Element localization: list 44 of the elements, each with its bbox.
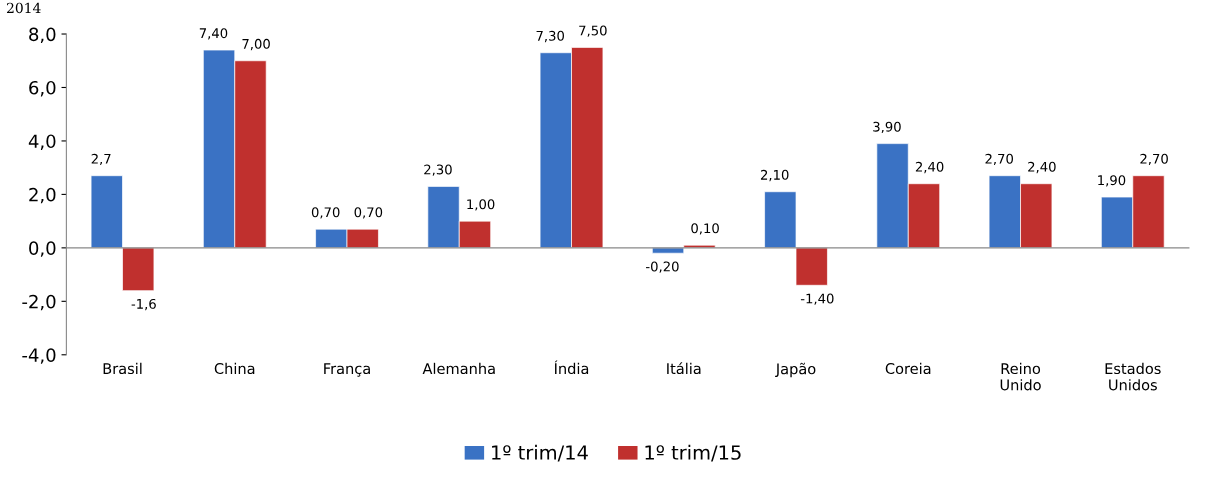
x-tick-label: Alemanha bbox=[422, 362, 495, 375]
legend-label: 1º trim/14 bbox=[492, 444, 588, 462]
x-tick-label: China bbox=[214, 362, 255, 375]
x-tick-label: França bbox=[324, 363, 370, 377]
text: 2014 bbox=[6, 2, 41, 14]
data-label: 3,90 bbox=[873, 121, 901, 134]
data-label: -0,20 bbox=[646, 261, 679, 273]
data-label: 7,30 bbox=[536, 30, 564, 43]
y-tick-label: 8,0 bbox=[29, 27, 56, 43]
data-label: 2,40 bbox=[915, 161, 944, 174]
y-tick-label: 6,0 bbox=[29, 80, 56, 97]
y-tick-label: 0,0 bbox=[29, 241, 56, 257]
x-tick-label: Itália bbox=[667, 362, 701, 375]
y-tick-label: -4,0 bbox=[22, 348, 56, 364]
x-tick-label: Estados Unidos bbox=[1105, 362, 1161, 391]
data-label: 0,70 bbox=[311, 207, 340, 219]
data-label: 7,50 bbox=[579, 25, 607, 37]
data-label: 2,40 bbox=[1028, 161, 1056, 174]
bar bbox=[122, 247, 155, 291]
x-tick-label: Coreia bbox=[885, 362, 931, 375]
x-tick-label: Reino Unido bbox=[1000, 362, 1041, 391]
bar bbox=[795, 247, 828, 286]
data-label: 7,00 bbox=[242, 38, 270, 51]
data-label: 2,7 bbox=[91, 153, 111, 166]
data-label: -1,6 bbox=[131, 298, 156, 311]
data-label: 2,30 bbox=[424, 164, 452, 176]
x-tick-label: Brasil bbox=[103, 362, 142, 375]
data-label: 2,10 bbox=[760, 169, 789, 182]
data-label: -1,40 bbox=[800, 293, 834, 305]
data-label: 1,90 bbox=[1098, 175, 1126, 187]
data-label: 7,40 bbox=[199, 28, 228, 40]
legend-label: 1º trim/15 bbox=[645, 444, 741, 462]
data-label: 1,00 bbox=[467, 199, 495, 211]
y-tick-label: -2,0 bbox=[22, 294, 56, 311]
bar bbox=[90, 175, 123, 249]
y-tick-label: 4,0 bbox=[28, 134, 56, 150]
x-tick-label: Índia bbox=[554, 360, 589, 375]
bar bbox=[764, 191, 797, 249]
data-label: 0,10 bbox=[691, 223, 719, 235]
x-tick-label: Japão bbox=[775, 362, 816, 378]
data-label: 0,70 bbox=[354, 207, 383, 219]
data-label: 2,70 bbox=[1140, 153, 1168, 166]
y-tick-label: 2,0 bbox=[29, 187, 56, 204]
data-label: 2,70 bbox=[985, 153, 1013, 166]
